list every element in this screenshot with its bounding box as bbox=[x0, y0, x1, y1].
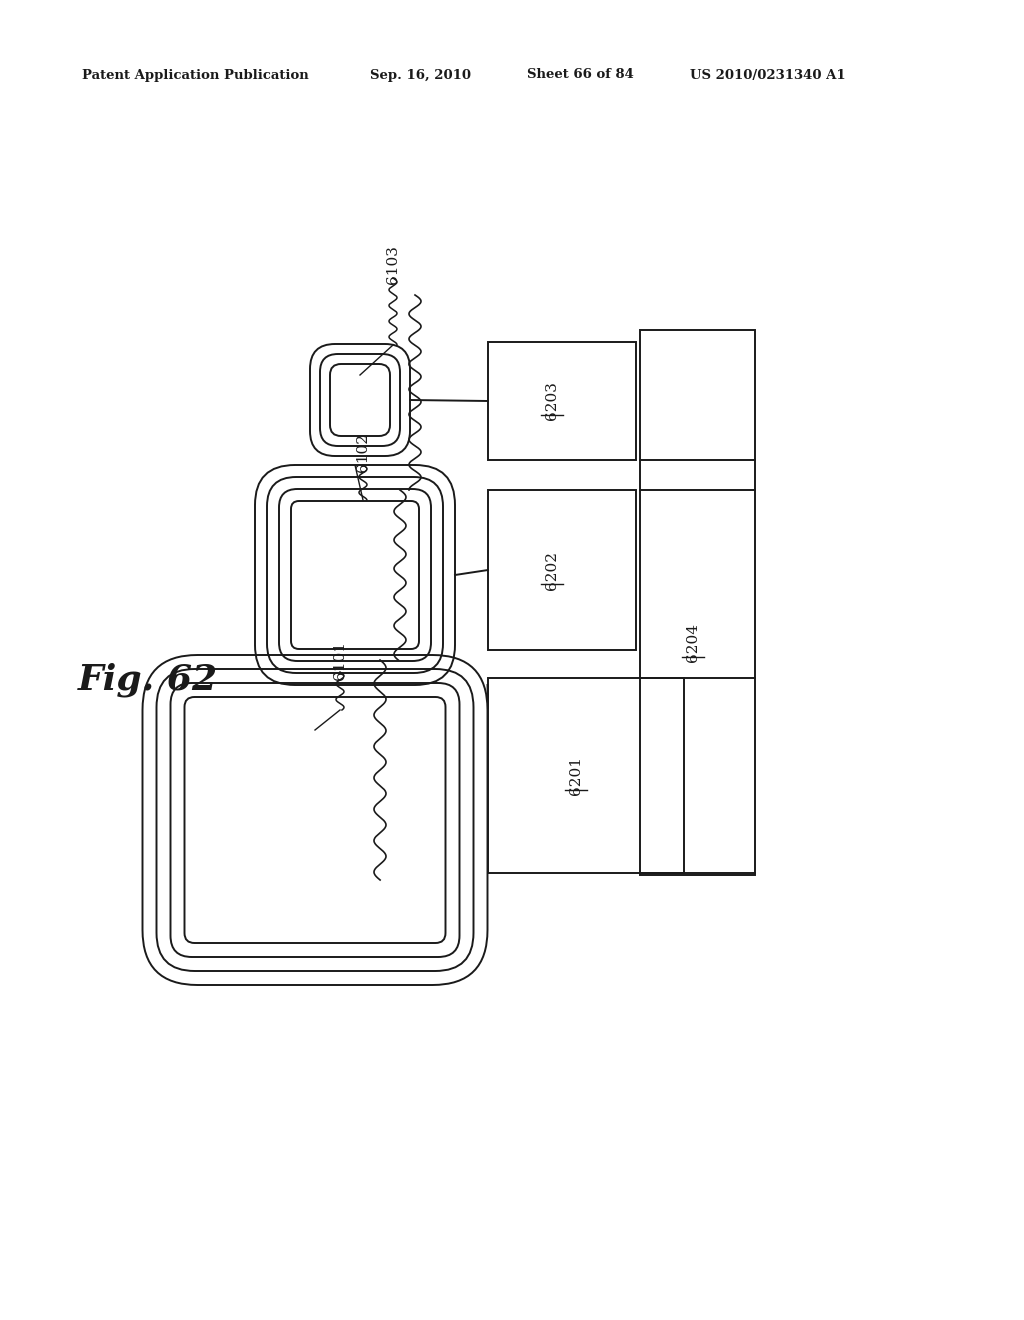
Text: 6202: 6202 bbox=[545, 550, 559, 590]
Text: Fig. 62: Fig. 62 bbox=[78, 663, 218, 697]
Bar bbox=[640, 330, 755, 875]
Text: Sep. 16, 2010: Sep. 16, 2010 bbox=[370, 69, 471, 82]
Bar bbox=[488, 678, 684, 873]
Text: Patent Application Publication: Patent Application Publication bbox=[82, 69, 309, 82]
Text: 6101: 6101 bbox=[333, 640, 347, 680]
Text: 6203: 6203 bbox=[545, 381, 559, 421]
Text: Sheet 66 of 84: Sheet 66 of 84 bbox=[527, 69, 634, 82]
Text: 6103: 6103 bbox=[386, 246, 400, 284]
Bar bbox=[488, 490, 636, 649]
Text: US 2010/0231340 A1: US 2010/0231340 A1 bbox=[690, 69, 846, 82]
Bar bbox=[488, 342, 636, 459]
Text: 6204: 6204 bbox=[685, 623, 699, 663]
Text: 6102: 6102 bbox=[356, 433, 370, 473]
Text: 6201: 6201 bbox=[569, 756, 583, 795]
